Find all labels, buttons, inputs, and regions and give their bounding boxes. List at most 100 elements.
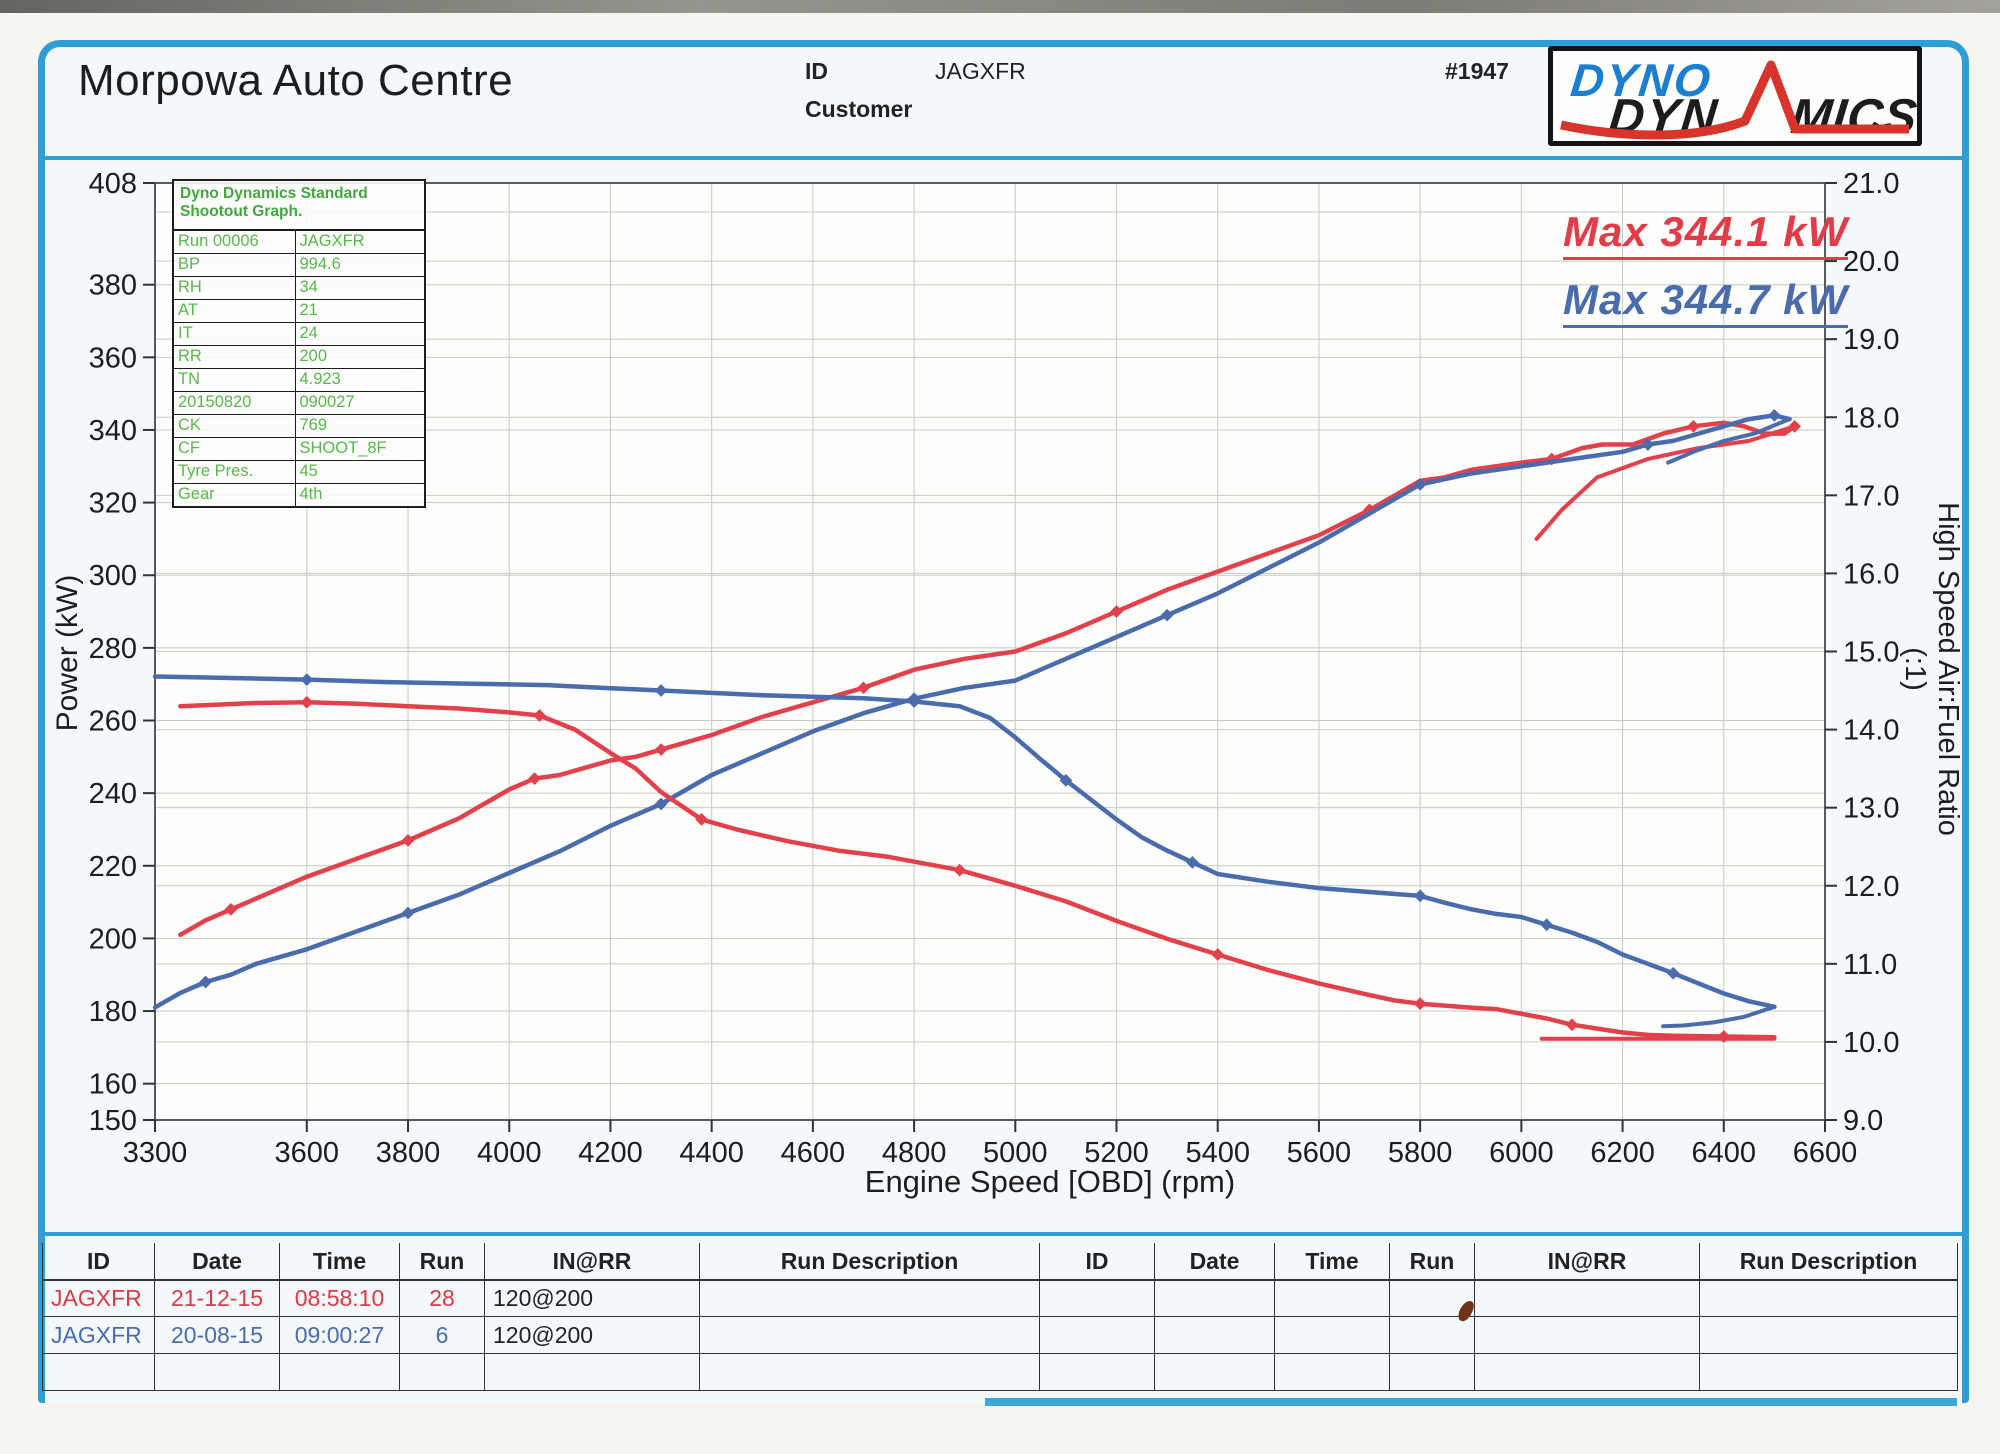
condition-label: BP bbox=[174, 253, 296, 276]
run-table-cell-date: 21-12-15 bbox=[155, 1280, 280, 1317]
x-tick-label: 4000 bbox=[477, 1137, 542, 1169]
y-left-tick-label: 150 bbox=[89, 1105, 137, 1137]
x-tick-label: 5800 bbox=[1388, 1137, 1453, 1169]
y-right-tick-label: 16.0 bbox=[1843, 558, 1899, 590]
run-table-cell-id: JAGXFR bbox=[42, 1317, 155, 1354]
condition-label: Run 00006 bbox=[174, 230, 296, 253]
run-conditions-row: BP 994.6 bbox=[174, 253, 424, 277]
condition-value: 45 bbox=[299, 461, 318, 480]
run-table-cell-id bbox=[1040, 1280, 1155, 1317]
right-axis-title: High Speed Air:Fuel Ratio (:1) bbox=[1899, 502, 1964, 836]
run-table-cell-date bbox=[1155, 1317, 1275, 1354]
run-table-cell-in_rr bbox=[485, 1354, 700, 1391]
run-table-cell-date: 20-08-15 bbox=[155, 1317, 280, 1354]
condition-label: AT bbox=[174, 299, 296, 322]
y-left-tick-label: 320 bbox=[89, 488, 137, 520]
run-table-cell-time: 08:58:10 bbox=[280, 1280, 400, 1317]
condition-label: RH bbox=[174, 276, 296, 299]
y-left-tick-label: 280 bbox=[89, 633, 137, 665]
tick-labels: 3300 3600 3800 4000 4200 4400 4600 4800 5000 5200… bbox=[89, 168, 1900, 1169]
x-tick-label: 4400 bbox=[679, 1137, 744, 1169]
run-table-cell-run bbox=[1390, 1317, 1475, 1354]
x-tick-label: 3600 bbox=[275, 1137, 340, 1169]
run-table-cell-desc bbox=[700, 1280, 1040, 1317]
sheet-number: #1947 bbox=[1445, 58, 1509, 84]
x-tick-label: 4600 bbox=[781, 1137, 846, 1169]
run-table-cell-id: JAGXFR bbox=[42, 1280, 155, 1317]
run-table-header: Date bbox=[1155, 1243, 1275, 1281]
y-left-tick-label: 340 bbox=[89, 415, 137, 447]
run-table-header: ID bbox=[42, 1243, 155, 1281]
run-table-header: ID bbox=[1040, 1243, 1155, 1281]
y-left-tick-label: 360 bbox=[89, 342, 137, 374]
run-conditions-box: Dyno Dynamics Standard Shootout Graph. R… bbox=[172, 179, 426, 508]
run-table-header: Run bbox=[400, 1243, 485, 1281]
logo-red-swoosh-icon bbox=[1560, 60, 1909, 140]
run-table-cell-in_rr bbox=[1475, 1317, 1700, 1354]
data-point-marker bbox=[1717, 1030, 1731, 1043]
run-table-cell-time bbox=[1275, 1317, 1390, 1354]
x-tick-label: 4200 bbox=[578, 1137, 643, 1169]
run-tables: ID Date Time Run IN@RR Run Description JAGXFR 2… bbox=[42, 1243, 1958, 1391]
run-table-cell-id bbox=[1040, 1317, 1155, 1354]
condition-label: Gear bbox=[174, 483, 296, 506]
y-right-tick-label: 12.0 bbox=[1843, 871, 1899, 903]
condition-value: SHOOT_8F bbox=[299, 438, 387, 457]
x-tick-label: 6600 bbox=[1793, 1137, 1858, 1169]
run-table-header: Time bbox=[280, 1243, 400, 1281]
dyno-dynamics-logo: DYNO DYN MICS bbox=[1548, 46, 1922, 146]
run-table-cell-desc bbox=[1700, 1317, 1958, 1354]
run-table-right: ID Date Time Run IN@RR Run Description bbox=[1040, 1243, 1958, 1391]
run-table-cell-time bbox=[280, 1354, 400, 1391]
run-conditions-row: 20150820 090027 bbox=[174, 391, 424, 415]
id-value: JAGXFR bbox=[935, 58, 1026, 84]
condition-value: 4.923 bbox=[299, 369, 341, 388]
run-table-cell-run bbox=[1390, 1280, 1475, 1317]
y-right-tick-label: 17.0 bbox=[1843, 480, 1899, 512]
y-right-tick-label: 14.0 bbox=[1843, 715, 1899, 747]
condition-value: 200 bbox=[299, 346, 328, 365]
left-axis-title: Power (kW) bbox=[51, 574, 84, 732]
run-table-header: Date bbox=[155, 1243, 280, 1281]
max-power-annotation-blue: Max 344.7 kW bbox=[1563, 276, 1849, 328]
condition-value: 34 bbox=[299, 277, 318, 296]
x-tick-label: 3300 bbox=[123, 1137, 188, 1169]
run-table-cell-date bbox=[1155, 1280, 1275, 1317]
condition-value: 4th bbox=[299, 484, 323, 503]
max-power-annotation-red: Max 344.1 kW bbox=[1563, 208, 1849, 260]
x-tick-label: 5600 bbox=[1287, 1137, 1352, 1169]
x-tick-label: 6000 bbox=[1489, 1137, 1554, 1169]
run-table-cell-time: 09:00:27 bbox=[280, 1317, 400, 1354]
condition-value: JAGXFR bbox=[299, 231, 365, 250]
run-conditions-rows: Run 00006 JAGXFR BP 994.6 RH 34 AT 21 IT 24 RR 200 T… bbox=[174, 230, 424, 506]
y-right-tick-label: 19.0 bbox=[1843, 324, 1899, 356]
run-table-cell-id bbox=[1040, 1354, 1155, 1391]
run-conditions-row: AT 21 bbox=[174, 299, 424, 323]
run-table-left: ID Date Time Run IN@RR Run Description JAGXFR 2… bbox=[42, 1243, 1040, 1391]
table-divider bbox=[38, 1232, 1962, 1236]
run-table-cell-desc bbox=[1700, 1280, 1958, 1317]
run-table-cell-run bbox=[400, 1354, 485, 1391]
run-table-cell-id bbox=[42, 1354, 155, 1391]
run-conditions-row: TN 4.923 bbox=[174, 368, 424, 392]
y-left-tick-label: 408 bbox=[89, 168, 137, 200]
run-table-cell-run: 6 bbox=[400, 1317, 485, 1354]
condition-value: 769 bbox=[299, 415, 328, 434]
run-table-header: IN@RR bbox=[485, 1243, 700, 1281]
run-conditions-row: RH 34 bbox=[174, 276, 424, 300]
bottom-blue-rule bbox=[985, 1398, 1957, 1406]
run-table-cell-in_rr: 120@200 bbox=[485, 1317, 700, 1354]
run-conditions-title: Dyno Dynamics Standard Shootout Graph. bbox=[174, 181, 424, 231]
run-table-cell-run: 28 bbox=[400, 1280, 485, 1317]
y-left-tick-label: 260 bbox=[89, 706, 137, 738]
condition-label: Tyre Pres. bbox=[174, 460, 296, 483]
run-table-cell-date bbox=[1155, 1354, 1275, 1391]
run-table-cell-run bbox=[1390, 1354, 1475, 1391]
data-point-marker bbox=[1565, 1018, 1579, 1032]
workshop-title: Morpowa Auto Centre bbox=[78, 56, 514, 105]
x-tick-label: 3800 bbox=[376, 1137, 441, 1169]
y-left-tick-label: 380 bbox=[89, 270, 137, 302]
y-right-tick-label: 18.0 bbox=[1843, 402, 1899, 434]
